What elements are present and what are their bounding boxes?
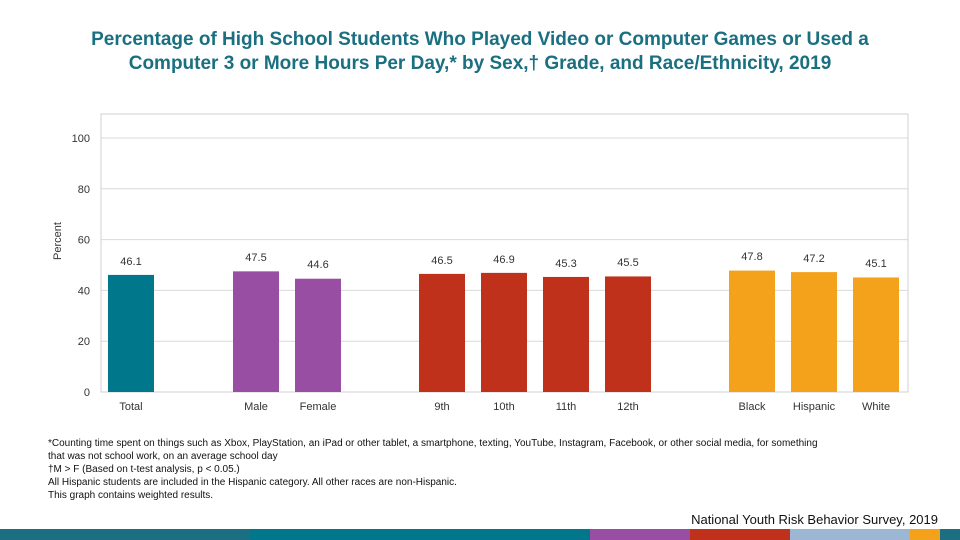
bar: [295, 278, 341, 392]
bar: [481, 272, 527, 392]
bar: [108, 274, 154, 392]
data-label: 46.9: [493, 254, 514, 266]
footer-band-segment: [250, 529, 590, 540]
footer-band-segment: [940, 529, 960, 540]
x-category-label: Black: [739, 401, 766, 413]
bar: [729, 270, 775, 392]
x-category-label: 10th: [493, 401, 514, 413]
footnote-3: †M > F (Based on t-test analysis, p < 0.…: [48, 464, 240, 475]
footnote-5: This graph contains weighted results.: [48, 490, 214, 501]
data-label: 46.5: [431, 255, 452, 267]
y-tick-label: 100: [72, 133, 90, 145]
bar: [233, 271, 279, 392]
x-category-label: White: [862, 401, 890, 413]
chart-title-line-1: Percentage of High School Students Who P…: [91, 29, 869, 50]
footnote-4: All Hispanic students are included in th…: [48, 477, 457, 488]
bar: [543, 276, 589, 392]
footer-color-band: [0, 529, 960, 540]
x-category-label: 11th: [556, 401, 577, 413]
chart-title: Percentage of High School Students Who P…: [40, 28, 920, 76]
y-tick-label: 0: [84, 387, 90, 399]
x-category-label: Total: [119, 401, 142, 413]
footer-band-segment: [790, 529, 910, 540]
y-tick-label: 20: [78, 336, 90, 348]
bar-chart: 0 20 40 60 80 100 Percent 46.1 Total 47.5 Male 44.6…: [52, 113, 909, 413]
data-label: 45.1: [865, 258, 886, 270]
y-tick-label: 40: [78, 285, 90, 297]
x-category-label: Hispanic: [793, 401, 836, 413]
bar: [605, 276, 651, 392]
x-category-label: Male: [244, 401, 268, 413]
x-category-label: 9th: [434, 401, 449, 413]
y-axis-label: Percent: [52, 222, 64, 260]
data-label: 46.1: [120, 256, 141, 268]
chart-title-line-2: Computer 3 or More Hours Per Day,* by Se…: [128, 53, 832, 74]
x-category-label: 12th: [617, 401, 638, 413]
footnotes: *Counting time spent on things such as X…: [48, 437, 928, 502]
y-tick-label: 60: [78, 235, 90, 247]
footnote-1: *Counting time spent on things such as X…: [48, 438, 818, 449]
data-label: 45.5: [617, 257, 638, 269]
footer-band-segment: [910, 529, 940, 540]
bar: [791, 272, 837, 392]
footer-band-segment: [690, 529, 790, 540]
data-label: 44.6: [307, 259, 328, 271]
bar: [853, 277, 899, 392]
data-label: 47.2: [803, 253, 824, 265]
footnote-2: that was not school work, on an average …: [48, 451, 278, 462]
data-label: 47.8: [741, 251, 762, 263]
y-tick-label: 80: [78, 184, 90, 196]
footer-band-segment: [590, 529, 690, 540]
x-category-label: Female: [300, 401, 337, 413]
data-label: 47.5: [245, 252, 266, 264]
source-label: National Youth Risk Behavior Survey, 201…: [691, 512, 938, 527]
data-label: 45.3: [555, 258, 576, 270]
footer-band-segment: [0, 529, 250, 540]
bar: [419, 273, 465, 392]
